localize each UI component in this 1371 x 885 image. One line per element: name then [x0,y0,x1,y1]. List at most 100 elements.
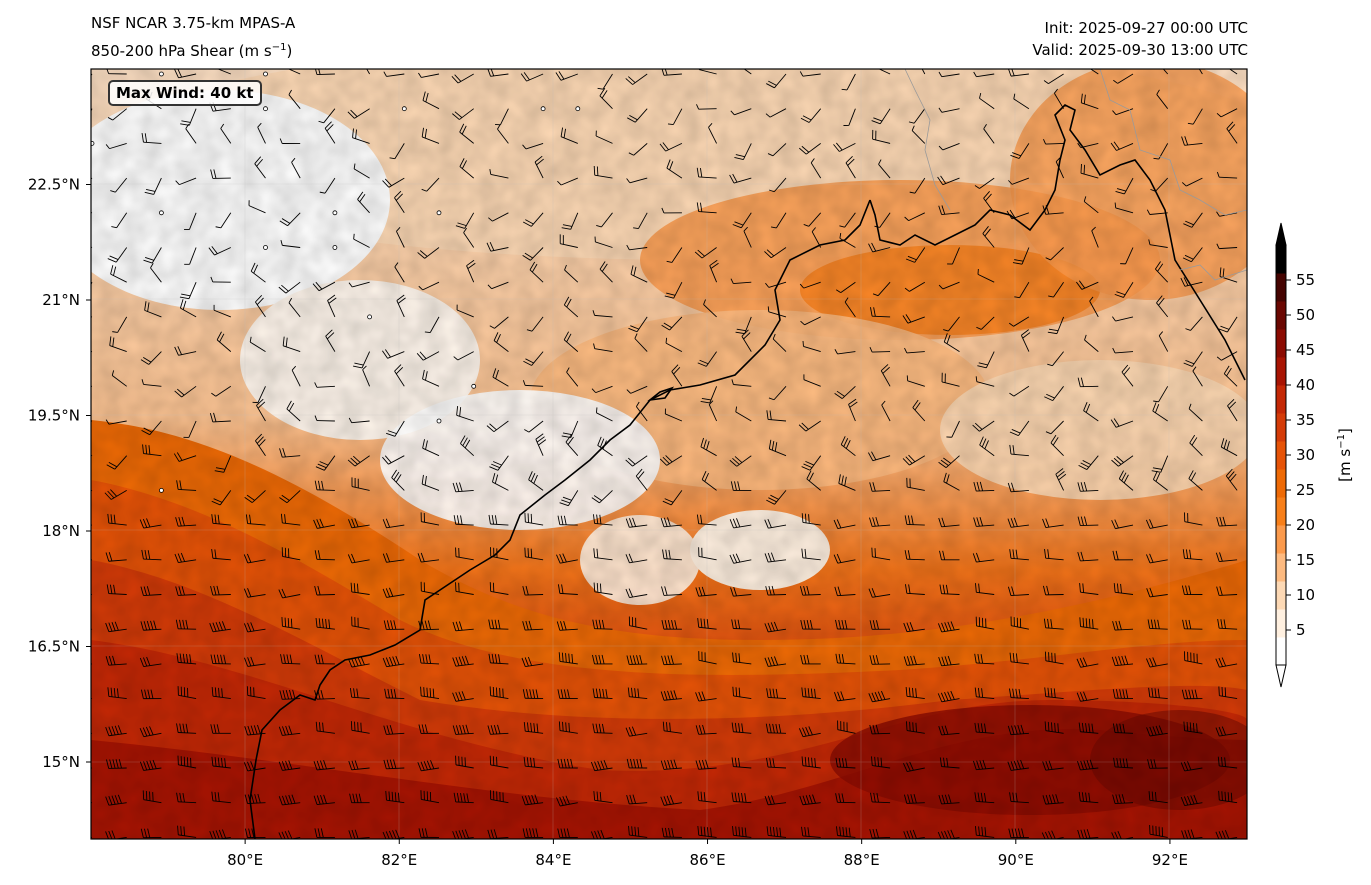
wind-barb [396,294,406,318]
colorbar-tick-label: 50 [1296,306,1315,324]
wind-barb [661,655,682,666]
wind-barb [280,240,301,248]
wind-barb [867,451,891,462]
wind-barb [904,515,925,526]
wind-barb [351,477,370,491]
wind-barb [1044,548,1064,561]
wind-barb [174,552,197,564]
wind-barb [139,726,162,738]
country-border [904,69,1247,281]
wind-barb [1079,582,1099,595]
wind-barb [250,262,266,283]
wind-barb [1146,587,1168,598]
wind-barb [324,121,336,144]
wind-barb [625,455,648,467]
wind-barb [1183,212,1203,228]
wind-barb [626,244,648,251]
wind-barb [1010,143,1030,159]
wind-barb [362,365,371,387]
calm-wind-circle [332,210,338,216]
wind-barb [139,518,162,529]
wind-barb [489,582,509,595]
wind-barb [1146,553,1168,564]
wind-barb [278,281,301,294]
wind-barb [665,337,683,352]
wind-barb [801,826,821,838]
wind-barb [216,69,231,75]
lon-tick-label: 88°E [844,851,880,869]
wind-barb [1008,688,1029,700]
wind-barb [177,825,197,838]
wind-barb [556,553,578,564]
wind-barb [174,346,197,356]
wind-barb [906,375,925,387]
wind-barb [592,723,613,734]
wind-barb [1009,652,1029,665]
wind-barb [661,586,682,596]
colorbar-segment [1276,609,1286,638]
wind-barb [630,265,648,283]
wind-barb [698,651,717,665]
wind-barb [315,721,335,734]
wind-barb [627,687,648,700]
wind-barb [695,759,717,770]
wind-barb [142,444,162,457]
colorbar-tick-label: 45 [1296,341,1315,359]
wind-barb [799,281,821,289]
wind-barb [244,490,266,503]
wind-barb [943,472,960,491]
wind-barb [1053,88,1064,109]
wind-barb [560,127,578,144]
wind-barb [1110,141,1134,151]
wind-barb [1007,759,1029,771]
wind-barb [1112,723,1134,734]
calm-wind-circle [367,314,373,320]
wind-barb [765,723,787,734]
wind-barb [91,351,93,353]
wind-barb [660,517,682,528]
wind-barb [389,143,405,160]
wind-barb [845,156,856,179]
lat-tick-label: 21°N [42,291,80,309]
wind-barb [938,655,960,667]
wind-barb [1115,177,1134,195]
calm-wind-circle [540,106,546,112]
wind-barb [1227,398,1238,422]
wind-barb [979,436,995,457]
wind-barb [1014,281,1030,299]
wind-barb [557,515,578,526]
wind-barb [800,654,821,665]
wind-barb [210,276,231,283]
wind-barb [288,297,301,318]
wind-barb [314,654,335,665]
wind-barb [314,382,335,388]
wind-barb [1181,136,1203,146]
wind-barb [937,621,960,633]
wind-barb [1110,418,1134,428]
wind-barb [211,490,232,506]
colorbar-tick-label: 35 [1296,411,1315,429]
wind-barb [451,73,474,84]
wind-barb [599,87,613,110]
wind-barb [703,299,717,318]
wind-barb [695,691,717,702]
wind-barb [561,212,579,230]
wind-barb [946,420,960,438]
wind-barb [384,688,405,700]
wind-barb [105,655,127,666]
wind-barb [662,549,682,561]
wind-barb [91,697,93,700]
wind-barb [315,617,335,630]
wind-barb [486,420,509,433]
wind-barb [765,585,787,596]
wind-barb [1008,69,1029,77]
wind-barb [184,247,197,265]
wind-barb [869,482,891,492]
wind-barb [903,794,925,804]
wind-barb [350,721,370,734]
wind-barb [666,247,683,263]
wind-barb [1009,549,1029,561]
wind-barb [628,143,648,156]
wind-barb [834,349,856,355]
wind-barb [844,297,856,318]
